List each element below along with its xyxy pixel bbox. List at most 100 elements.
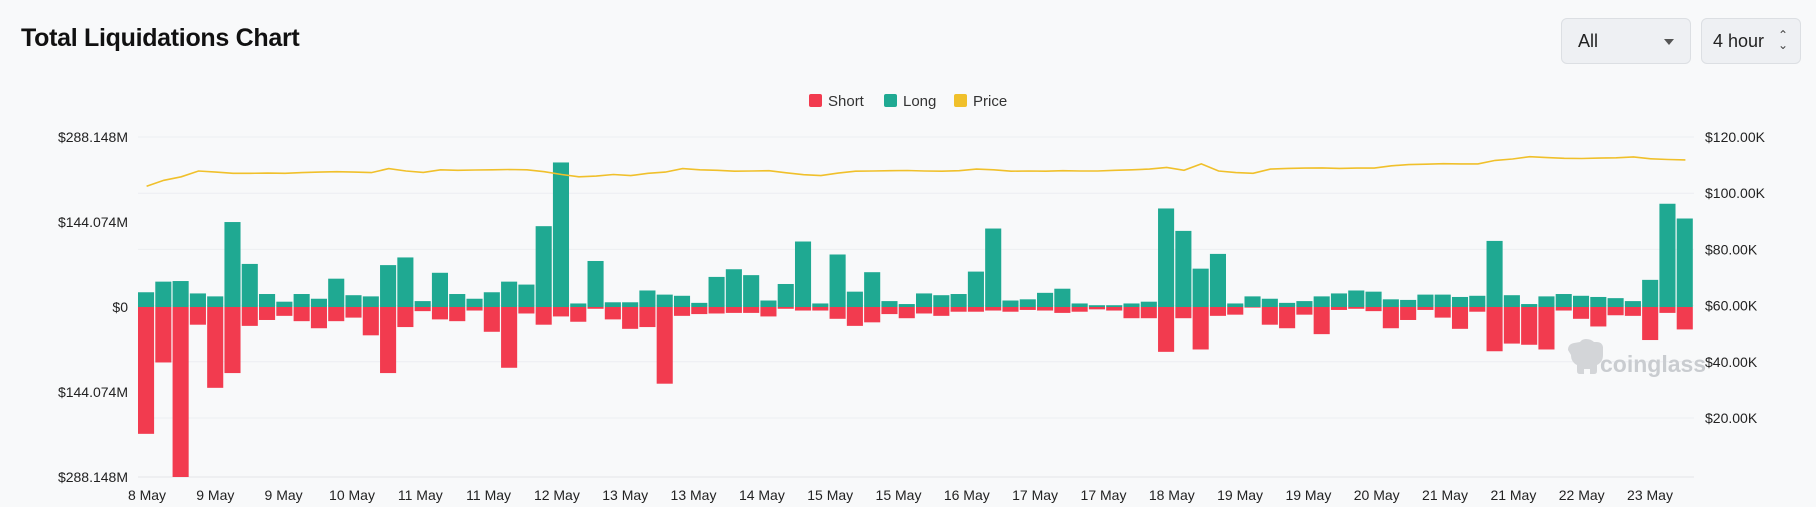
x-tick-label: 13 May (671, 487, 717, 503)
y-left-tick-label: $0 (112, 299, 128, 315)
short-bar (362, 307, 379, 336)
long-bar (259, 294, 276, 307)
long-bar (1158, 208, 1175, 307)
y-left-tick-label: $144.074M (58, 384, 128, 400)
price-line (146, 155, 1686, 187)
short-bar (1244, 307, 1261, 308)
long-bar (639, 290, 656, 307)
long-bar (172, 281, 189, 307)
range-select-value: All (1578, 30, 1599, 51)
short-bar (293, 307, 310, 322)
x-tick-label: 8 May (128, 487, 166, 503)
short-bar (1486, 307, 1503, 352)
short-bar (155, 307, 172, 363)
long-bar (414, 301, 431, 307)
y-right-tick-label: $100.00K (1705, 185, 1766, 201)
short-bar (345, 307, 362, 318)
short-bar (1158, 307, 1175, 352)
page-title: Total Liquidations Chart (21, 24, 300, 52)
long-bar (570, 303, 587, 307)
long-bar (656, 294, 673, 307)
x-tick-label: 13 May (602, 487, 648, 503)
short-bar (1451, 307, 1469, 329)
short-bar (1192, 307, 1209, 350)
long-bar (1659, 203, 1676, 307)
long-bar (1296, 301, 1313, 307)
long-bar (1400, 299, 1417, 307)
long-bar (397, 257, 414, 307)
long-bar (846, 291, 863, 307)
long-bar (950, 294, 967, 307)
long-bar (1002, 300, 1019, 307)
legend-label-price[interactable]: Price (973, 93, 1007, 110)
long-bar (328, 278, 345, 307)
long-bar (362, 296, 379, 307)
long-bar (138, 292, 155, 307)
long-bar (1642, 279, 1659, 307)
long-bar (501, 281, 518, 307)
long-bar (518, 284, 535, 307)
long-bar (1071, 303, 1088, 307)
long-bar (207, 296, 224, 307)
coinglass-logo-icon (1568, 339, 1603, 374)
x-tick-label: 21 May (1490, 487, 1536, 503)
long-bar (431, 272, 448, 307)
short-bar (1330, 307, 1348, 310)
legend-label-long[interactable]: Long (903, 93, 936, 110)
x-tick-label: 17 May (1081, 487, 1127, 503)
short-bar (1417, 307, 1434, 310)
short-bar (241, 307, 258, 326)
short-bar (1538, 307, 1555, 350)
short-bar (207, 307, 224, 388)
long-bar (1451, 296, 1469, 307)
long-bar (1417, 294, 1434, 307)
short-bar (518, 307, 535, 314)
short-bar (1037, 307, 1054, 311)
short-bar (1296, 307, 1313, 315)
long-bar (812, 303, 829, 307)
short-bar (431, 307, 448, 320)
long-bar (743, 275, 760, 307)
short-bar (310, 307, 327, 329)
x-tick-label: 16 May (944, 487, 990, 503)
short-bar (172, 307, 189, 477)
long-bar (967, 271, 984, 307)
short-bar (1348, 307, 1365, 309)
short-bar (1434, 307, 1451, 318)
short-bar (138, 307, 155, 434)
legend-swatch-short (809, 94, 822, 107)
long-bar (881, 301, 898, 307)
short-bar (276, 307, 293, 316)
long-bar (794, 241, 812, 307)
interval-select[interactable]: 4 hour ⌃ ⌄ (1701, 18, 1801, 64)
short-bar (397, 307, 414, 328)
long-bar (1503, 295, 1520, 307)
long-bar (380, 265, 397, 307)
caret-down-icon (1664, 39, 1674, 45)
short-bar (1590, 307, 1607, 327)
long-bar (777, 283, 794, 307)
short-bar (812, 307, 829, 311)
short-bar (189, 307, 206, 325)
long-bar (898, 304, 915, 307)
x-tick-label: 18 May (1149, 487, 1195, 503)
short-bar (259, 307, 276, 320)
short-bar (1503, 307, 1520, 344)
range-select[interactable]: All (1561, 18, 1691, 64)
interval-select-value: 4 hour (1713, 30, 1765, 51)
long-bar (1279, 302, 1296, 307)
x-tick-label: 22 May (1559, 487, 1605, 503)
long-bar (1261, 298, 1278, 307)
long-bar (1521, 304, 1538, 307)
long-bar (345, 295, 362, 307)
long-bar (604, 302, 621, 307)
short-bar (639, 307, 656, 328)
long-bar (1676, 218, 1693, 307)
short-bar (985, 307, 1002, 311)
legend-label-short[interactable]: Short (828, 93, 865, 110)
long-bar (829, 254, 846, 307)
long-bar (933, 295, 950, 307)
long-bar (1330, 293, 1348, 307)
short-bar (622, 307, 639, 329)
